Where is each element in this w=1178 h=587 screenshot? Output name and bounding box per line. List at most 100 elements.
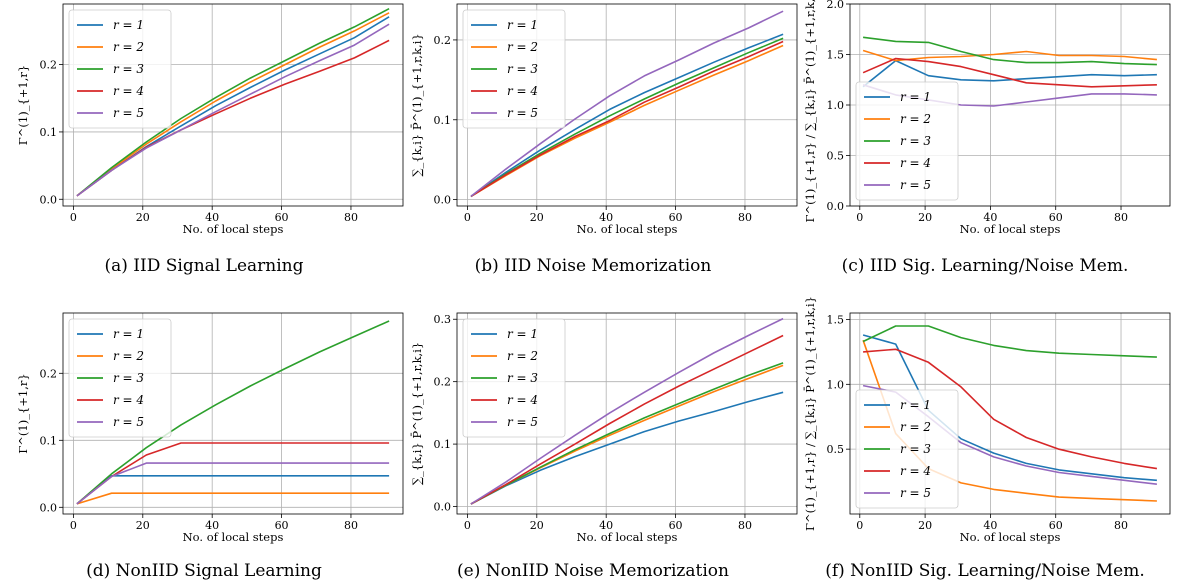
y-tick-label: 1.0 [827, 99, 845, 112]
series-line-1 [862, 334, 1157, 482]
legend-label: r = 3 [900, 134, 931, 148]
x-axis-label: No. of local steps [960, 530, 1061, 544]
x-axis-label: No. of local steps [183, 530, 284, 544]
series-line-3 [862, 325, 1157, 358]
legend-label: r = 4 [113, 393, 144, 407]
y-tick-label: 0.3 [434, 313, 452, 326]
series-line-1 [470, 33, 784, 198]
subplot-caption: (c) IID Sig. Learning/Noise Mem. [842, 256, 1129, 276]
axes-frame [62, 3, 404, 207]
y-tick-label: 0.5 [827, 443, 845, 456]
legend-label: r = 1 [113, 327, 144, 341]
subplot-a: 0 20 40 60 80 0.0 0.1 0.2 No. of local steps Γ^(1… [16, 3, 404, 276]
legend-label: r = 2 [900, 420, 931, 434]
x-tick-label: 60 [275, 211, 289, 224]
series-line-3 [470, 362, 784, 505]
legend-label: r = 3 [507, 371, 538, 385]
y-axis-label: ∑_{k,i} P̄^(1)_{+1,r,k,i} [410, 342, 424, 485]
series-line-4 [470, 40, 784, 198]
legend-box [462, 318, 566, 438]
legend: r = 1 r = 2 r = 3 r = 4 r = 5 [855, 389, 959, 509]
series-line-2 [76, 492, 390, 505]
y-axis-label: Γ^(1)_{+1,r} [16, 373, 30, 453]
series-line-2 [76, 12, 390, 197]
legend-box [68, 9, 172, 129]
legend-box [462, 9, 566, 129]
x-tick-label: 20 [530, 211, 544, 224]
subplot-caption: (e) NonIID Noise Memorization [457, 561, 729, 581]
y-tick-label: 0.0 [434, 194, 452, 207]
y-tick-label: 0.1 [40, 126, 58, 139]
y-tick-label: 0.5 [827, 150, 845, 163]
legend-box [68, 318, 172, 438]
x-tick-label: 0 [856, 211, 863, 224]
x-tick-label: 0 [464, 519, 471, 532]
x-tick-label: 80 [738, 211, 752, 224]
x-tick-label: 20 [136, 211, 150, 224]
legend: r = 1 r = 2 r = 3 r = 4 r = 5 [462, 9, 566, 129]
x-tick-label: 20 [136, 519, 150, 532]
axes-frame [62, 312, 404, 515]
legend: r = 1 r = 2 r = 3 r = 4 r = 5 [68, 9, 172, 129]
series-line-3 [76, 7, 390, 197]
y-tick-label: 0.1 [40, 434, 58, 447]
subplot-b: 0 20 40 60 80 0.0 0.1 0.2 No. of local steps ∑_{k… [410, 3, 798, 276]
x-tick-label: 60 [275, 519, 289, 532]
legend-label: r = 5 [900, 178, 931, 192]
series-line-1 [470, 391, 784, 505]
series-line-2 [862, 49, 1157, 62]
series-line-3 [863, 36, 1157, 66]
x-tick-label: 0 [856, 519, 863, 532]
y-axis-label: Γ^(1)_{+1,r} / ∑_{k,i} P̄^(1)_{+1,r,k,i} [803, 0, 817, 222]
legend-label: r = 2 [113, 40, 144, 54]
axes-frame [456, 3, 798, 207]
series-line-4 [470, 334, 784, 505]
legend-label: r = 4 [507, 84, 538, 98]
series-line-4 [862, 57, 1157, 88]
legend-box [855, 81, 959, 201]
x-tick-label: 60 [1049, 519, 1063, 532]
legend-label: r = 1 [507, 18, 538, 32]
subplot-c: 0 20 40 60 80 0.0 0.5 1.0 1.5 2.0 No. of local ste… [803, 0, 1171, 276]
legend-label: r = 1 [900, 398, 931, 412]
subplot-caption: (d) NonIID Signal Learning [86, 561, 322, 581]
y-tick-label: 0.2 [434, 376, 452, 389]
legend-label: r = 4 [900, 464, 931, 478]
legend-label: r = 5 [113, 415, 144, 429]
x-tick-label: 80 [1114, 211, 1128, 224]
legend: r = 1 r = 2 r = 3 r = 4 r = 5 [68, 318, 172, 438]
legend-label: r = 2 [507, 40, 538, 54]
legend-label: r = 5 [900, 486, 931, 500]
y-tick-label: 0.0 [827, 200, 845, 213]
series-line-5 [470, 10, 784, 198]
series-line-4 [863, 348, 1158, 470]
y-tick-label: 0.1 [434, 114, 452, 127]
x-tick-label: 20 [918, 211, 932, 224]
legend-label: r = 5 [507, 415, 538, 429]
x-tick-label: 20 [918, 519, 932, 532]
y-tick-label: 2.0 [827, 0, 845, 11]
series-line-3 [470, 37, 784, 198]
legend-label: r = 1 [900, 90, 931, 104]
subplot-caption: (a) IID Signal Learning [105, 256, 304, 276]
x-axis-label: No. of local steps [577, 222, 678, 236]
legend-label: r = 3 [113, 371, 144, 385]
y-axis-label: ∑_{k,i} P̄^(1)_{+1,r,k,i} [410, 33, 424, 176]
x-tick-label: 60 [669, 211, 683, 224]
series-line-1 [862, 59, 1157, 88]
x-tick-label: 40 [599, 211, 613, 224]
legend-label: r = 4 [507, 393, 538, 407]
legend: r = 1 r = 2 r = 3 r = 4 r = 5 [855, 81, 959, 201]
series-line-5 [76, 462, 390, 505]
legend-label: r = 5 [507, 106, 538, 120]
series-line-5 [470, 317, 784, 505]
y-tick-label: 0.1 [434, 438, 452, 451]
y-tick-label: 0.0 [434, 501, 452, 514]
legend-label: r = 1 [113, 18, 144, 32]
y-axis-label: Γ^(1)_{+1,r} / ∑_{k,i} P̄^(1)_{+1,r,k,i} [803, 296, 817, 531]
series-line-1 [76, 474, 390, 505]
x-tick-label: 20 [530, 519, 544, 532]
axes-frame [849, 312, 1171, 515]
x-tick-label: 0 [70, 519, 77, 532]
subplot-d: 0 20 40 60 80 0.0 0.1 0.2 No. of local steps Γ^(1… [16, 312, 404, 581]
